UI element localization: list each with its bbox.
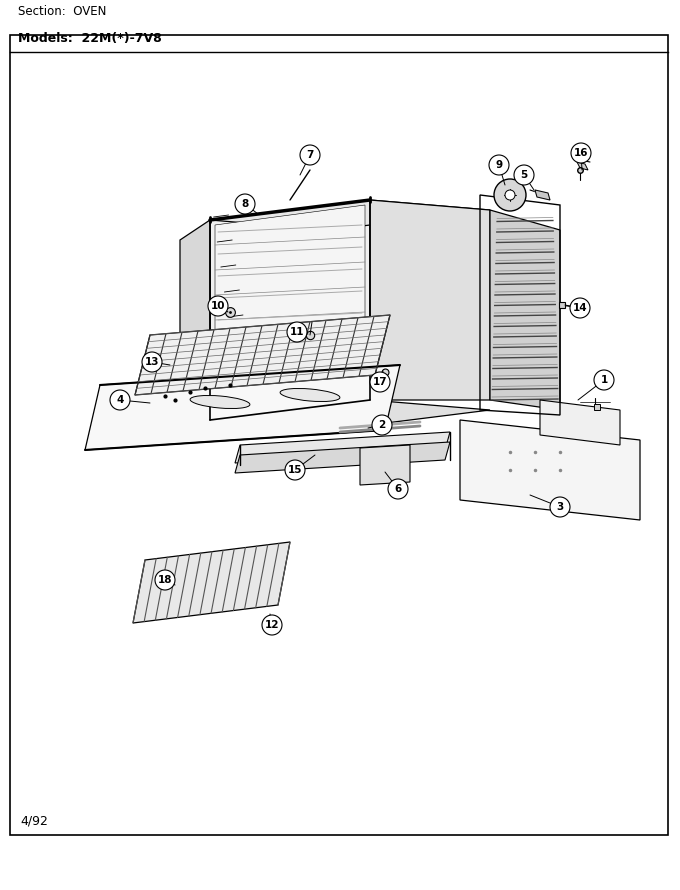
Polygon shape xyxy=(133,542,290,623)
Circle shape xyxy=(155,570,175,590)
Polygon shape xyxy=(535,190,550,200)
Text: 16: 16 xyxy=(574,148,588,158)
Polygon shape xyxy=(210,200,370,420)
Text: 9: 9 xyxy=(496,160,503,170)
Circle shape xyxy=(388,479,408,499)
Circle shape xyxy=(235,194,255,214)
Text: 17: 17 xyxy=(373,377,388,387)
Text: 7: 7 xyxy=(306,150,313,160)
Polygon shape xyxy=(180,220,210,440)
Bar xyxy=(10,35,668,835)
Text: 4: 4 xyxy=(116,395,124,405)
Text: 4/92: 4/92 xyxy=(20,815,48,828)
Circle shape xyxy=(489,155,509,175)
Text: 14: 14 xyxy=(573,303,588,313)
Polygon shape xyxy=(577,162,588,170)
Polygon shape xyxy=(360,445,410,485)
Polygon shape xyxy=(135,315,390,395)
Circle shape xyxy=(571,143,591,163)
Circle shape xyxy=(494,179,526,211)
Circle shape xyxy=(372,415,392,435)
Text: 2: 2 xyxy=(378,420,386,430)
Text: 15: 15 xyxy=(288,465,302,475)
Text: 8: 8 xyxy=(241,199,249,209)
Polygon shape xyxy=(535,190,550,200)
Polygon shape xyxy=(540,400,620,445)
Text: 12: 12 xyxy=(265,620,279,630)
Ellipse shape xyxy=(280,388,340,401)
Polygon shape xyxy=(235,442,450,473)
Polygon shape xyxy=(215,205,365,415)
Circle shape xyxy=(262,615,282,635)
Text: 11: 11 xyxy=(290,327,304,337)
Circle shape xyxy=(142,352,162,372)
Polygon shape xyxy=(210,200,490,230)
Text: 5: 5 xyxy=(520,170,528,180)
Text: 18: 18 xyxy=(158,575,172,585)
Text: 3: 3 xyxy=(556,502,564,512)
Circle shape xyxy=(208,296,228,316)
Text: Section:  OVEN: Section: OVEN xyxy=(18,5,106,18)
Circle shape xyxy=(505,190,515,200)
Circle shape xyxy=(285,460,305,480)
Text: 10: 10 xyxy=(211,301,225,311)
Circle shape xyxy=(287,322,307,342)
Polygon shape xyxy=(460,420,640,520)
Polygon shape xyxy=(235,432,450,463)
Circle shape xyxy=(594,370,614,390)
Text: 13: 13 xyxy=(145,357,159,367)
Polygon shape xyxy=(370,200,490,400)
Circle shape xyxy=(514,165,534,185)
Polygon shape xyxy=(210,400,490,430)
Ellipse shape xyxy=(190,395,250,409)
Circle shape xyxy=(570,298,590,318)
Polygon shape xyxy=(490,210,560,410)
Circle shape xyxy=(300,145,320,165)
Circle shape xyxy=(370,372,390,392)
Polygon shape xyxy=(85,365,400,450)
Circle shape xyxy=(110,390,130,410)
Text: 1: 1 xyxy=(600,375,608,385)
Circle shape xyxy=(550,497,570,517)
Text: 6: 6 xyxy=(394,484,402,494)
Text: Models:  22M(*)-7V8: Models: 22M(*)-7V8 xyxy=(18,32,162,45)
